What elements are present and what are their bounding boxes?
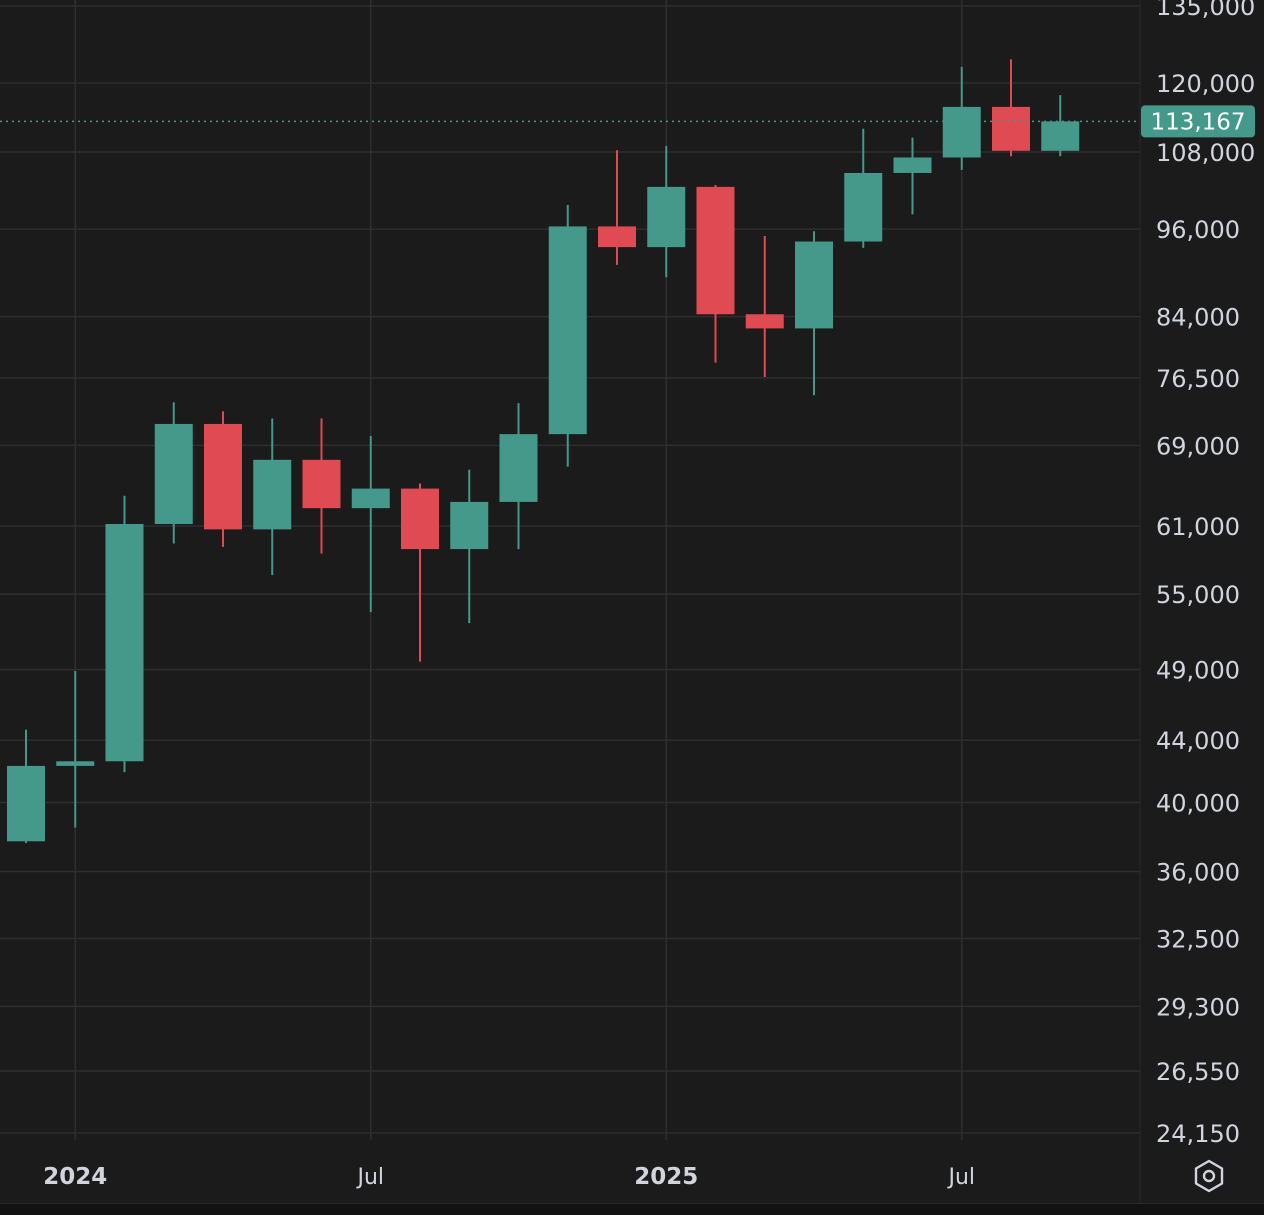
y-tick-label: 36,000: [1156, 859, 1240, 887]
candle-body: [992, 106, 1030, 151]
candle-body: [499, 434, 538, 502]
y-tick-label: 29,300: [1156, 993, 1240, 1021]
x-tick-label: Jul: [355, 1165, 384, 1190]
candle-body: [302, 459, 341, 509]
candle-bodies: [7, 106, 1080, 842]
y-tick-label: 24,150: [1156, 1120, 1240, 1148]
settings-icon[interactable]: [1190, 1157, 1228, 1195]
last-price-tag: 113,167: [1141, 105, 1255, 138]
candle-body: [647, 186, 686, 248]
grid-lines: [0, 0, 1141, 1203]
candle-body: [893, 157, 932, 173]
y-tick-label: 135,000: [1156, 0, 1255, 21]
y-tick-label: 55,000: [1156, 581, 1240, 609]
candle-body: [1041, 121, 1080, 151]
y-tick-label: 44,000: [1156, 727, 1240, 755]
candle-body: [351, 488, 390, 509]
y-tick-label: 69,000: [1156, 432, 1240, 460]
x-tick-label: 2025: [634, 1164, 698, 1190]
candle-body: [942, 106, 981, 158]
y-tick-label: 108,000: [1156, 139, 1255, 167]
y-tick-label: 49,000: [1156, 657, 1240, 685]
y-tick-label: 84,000: [1156, 304, 1240, 332]
candle-body: [7, 765, 45, 842]
x-tick-label: 2024: [43, 1164, 107, 1190]
y-tick-label: 26,550: [1156, 1058, 1240, 1086]
bottom-bar: [0, 1203, 1264, 1215]
candle-body: [548, 226, 587, 435]
candle-body: [844, 172, 883, 242]
candle-body: [598, 226, 636, 248]
y-tick-label: 32,500: [1156, 926, 1240, 954]
y-axis[interactable]: 135,000 120,000 108,000 96,000 84,000 76,500 6…: [1156, 0, 1255, 1148]
candle-body: [795, 241, 833, 329]
price-tag-bg: [1141, 105, 1255, 138]
candle-body: [204, 423, 242, 530]
y-tick-label: 61,000: [1156, 513, 1240, 541]
y-tick-label: 40,000: [1156, 790, 1240, 818]
x-tick-label: Jul: [946, 1165, 975, 1190]
candle-body: [450, 501, 489, 550]
y-tick-label: 76,500: [1156, 365, 1240, 393]
y-tick-label: 96,000: [1156, 216, 1240, 244]
y-tick-label: 120,000: [1156, 70, 1255, 98]
x-axis[interactable]: 2024 Jul 2025 Jul: [43, 1164, 975, 1190]
candle-body: [154, 423, 193, 524]
candle-body: [253, 459, 292, 530]
candle-body: [401, 488, 439, 550]
candle-body: [105, 523, 144, 762]
candle-body: [56, 761, 95, 766]
price-tag-label: 113,167: [1150, 109, 1245, 135]
candle-body: [745, 314, 784, 329]
candle-body: [696, 186, 735, 315]
